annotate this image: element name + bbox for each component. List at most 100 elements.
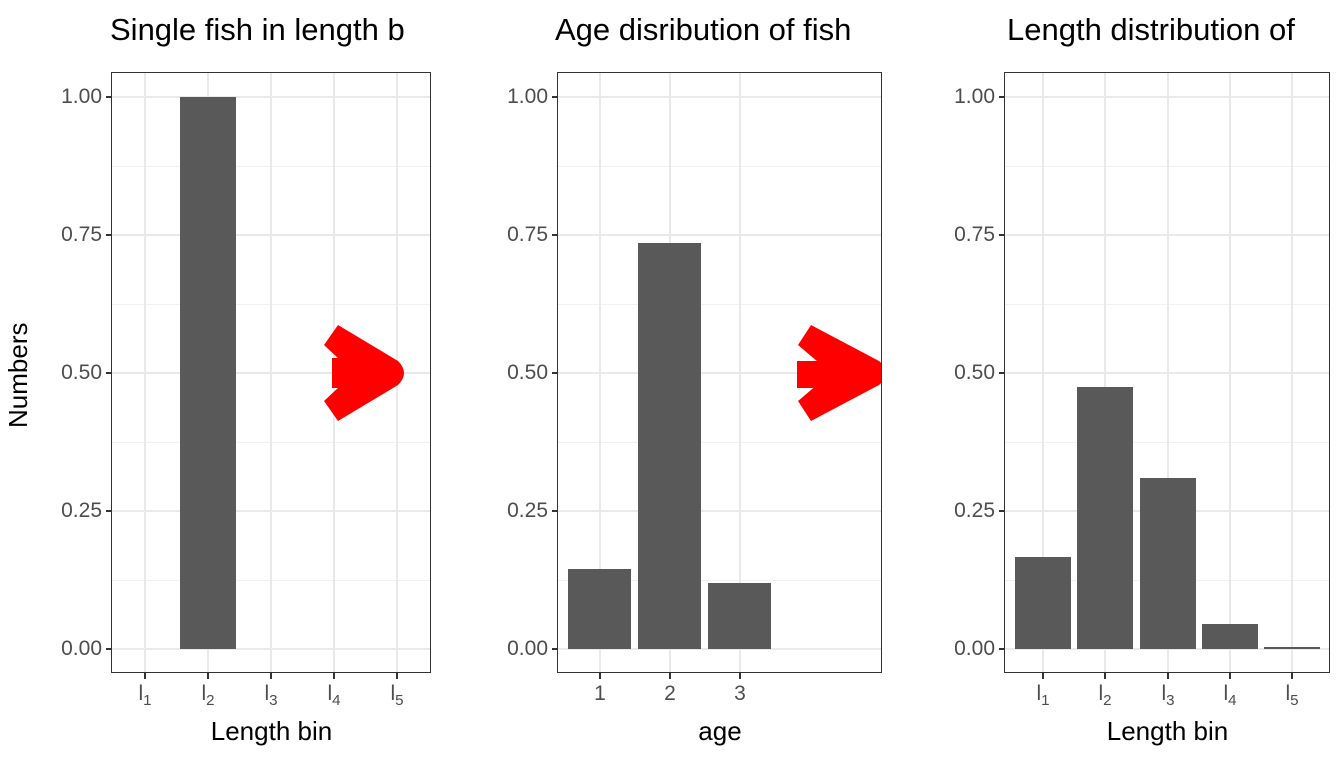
x-tick-mark — [669, 673, 671, 679]
x-tick-mark — [270, 673, 272, 679]
y-tick-mark — [999, 234, 1005, 236]
x-axis-title: Length bin — [1106, 716, 1229, 746]
y-tick-label: 0.00 — [507, 637, 548, 660]
plot-title: Length distribution of — [1007, 12, 1295, 47]
gridline-major-horizontal — [558, 372, 882, 374]
gridline-major-horizontal — [558, 510, 882, 512]
x-tick-label: l1 — [138, 682, 152, 710]
y-tick-label: 1.00 — [507, 85, 548, 108]
x-tick-mark — [1291, 673, 1293, 679]
gridline-major-vertical — [1229, 73, 1231, 673]
y-tick-label: 0.75 — [507, 223, 548, 246]
subplot-3: Length distribution of Length bin l1 l2 l3… — [896, 0, 1344, 768]
gridline-major-horizontal — [558, 96, 882, 98]
x-tick-mark — [396, 673, 398, 679]
y-tick-mark — [999, 96, 1005, 98]
right-arrow-icon — [797, 325, 882, 421]
y-tick-mark — [552, 648, 558, 650]
y-tick-label: 0.50 — [507, 361, 548, 384]
right-arrow-icon — [324, 325, 404, 421]
gridline-major-horizontal — [558, 234, 882, 236]
x-tick-label: l3 — [264, 682, 278, 710]
y-tick-mark — [552, 96, 558, 98]
y-tick-mark — [106, 96, 112, 98]
plot-title: Single fish in length b — [110, 12, 405, 47]
x-tick-label: 1 — [594, 682, 606, 705]
y-tick-label: 0.75 — [61, 223, 102, 246]
y-tick-mark — [552, 510, 558, 512]
y-tick-label: 0.00 — [61, 637, 102, 660]
x-tick-label: l4 — [327, 682, 341, 710]
y-tick-mark — [106, 372, 112, 374]
x-tick-label: l5 — [390, 682, 404, 710]
x-tick-label: 2 — [664, 682, 676, 705]
x-tick-mark — [739, 673, 741, 679]
bar — [1140, 478, 1196, 649]
plot-panel — [1005, 73, 1330, 673]
x-tick-label-subscript: 1 — [1041, 692, 1050, 710]
gridline-major-horizontal — [558, 648, 882, 650]
plot-title: Age disribution of fish — [555, 12, 852, 47]
x-tick-label: l2 — [1098, 682, 1112, 710]
y-tick-label: 0.75 — [954, 223, 995, 246]
y-tick-mark — [552, 234, 558, 236]
gridline-minor-horizontal — [558, 580, 882, 581]
gridline-major-vertical — [1104, 73, 1106, 673]
gridline-major-vertical — [739, 73, 741, 673]
x-tick-label-subscript: 5 — [395, 692, 404, 710]
x-tick-label: l3 — [1161, 682, 1175, 710]
x-tick-mark — [1229, 673, 1231, 679]
y-tick-label: 1.00 — [61, 85, 102, 108]
x-tick-label: l4 — [1223, 682, 1237, 710]
gridline-major-vertical — [1167, 73, 1169, 673]
x-tick-label: 3 — [734, 682, 746, 705]
y-tick-label: 1.00 — [954, 85, 995, 108]
bar — [1202, 624, 1258, 649]
x-axis-title: age — [698, 716, 742, 746]
gridline-major-vertical — [1042, 73, 1044, 673]
y-tick-mark — [999, 648, 1005, 650]
x-tick-label: l5 — [1285, 682, 1299, 710]
y-tick-label: 0.50 — [61, 361, 102, 384]
y-tick-label: 0.25 — [507, 499, 548, 522]
y-tick-mark — [106, 510, 112, 512]
gridline-major-vertical — [599, 73, 601, 673]
bar — [1264, 647, 1320, 649]
subplot-2: Age disribution of fish age 1 2 3 0.00 0.25 0… — [448, 0, 896, 768]
x-tick-label-subscript: 4 — [1228, 692, 1237, 710]
bar — [568, 569, 631, 649]
y-tick-label: 0.50 — [954, 361, 995, 384]
y-tick-label: 0.25 — [954, 499, 995, 522]
y-axis-title: Numbers — [3, 322, 33, 428]
bar — [1015, 557, 1071, 649]
gridline-major-vertical — [1291, 73, 1293, 673]
gridline-minor-horizontal — [558, 442, 882, 443]
y-tick-mark — [106, 234, 112, 236]
x-tick-mark — [207, 673, 209, 679]
subplot-1: Single fish in length b Numbers Length b… — [0, 0, 448, 768]
x-tick-mark — [599, 673, 601, 679]
x-tick-mark — [1042, 673, 1044, 679]
x-tick-label-subscript: 5 — [1290, 692, 1299, 710]
gridline-minor-horizontal — [558, 304, 882, 305]
x-tick-label-subscript: 2 — [206, 692, 215, 710]
bar — [1077, 387, 1133, 649]
bar — [180, 97, 236, 649]
bar — [708, 583, 771, 649]
x-tick-label-subscript: 1 — [143, 692, 152, 710]
gridline-major-vertical — [270, 73, 272, 673]
bar — [638, 243, 701, 649]
y-tick-mark — [106, 648, 112, 650]
x-tick-label-subscript: 2 — [1103, 692, 1112, 710]
x-axis-title: Length bin — [210, 716, 333, 746]
y-tick-mark — [999, 510, 1005, 512]
x-tick-label: l1 — [1036, 682, 1050, 710]
plot-panel — [558, 73, 882, 673]
y-tick-label: 0.00 — [954, 637, 995, 660]
x-tick-mark — [1167, 673, 1169, 679]
x-tick-label-subscript: 3 — [1166, 692, 1175, 710]
x-tick-label: l2 — [201, 682, 215, 710]
x-tick-label-subscript: 4 — [332, 692, 341, 710]
gridline-major-vertical — [144, 73, 146, 673]
